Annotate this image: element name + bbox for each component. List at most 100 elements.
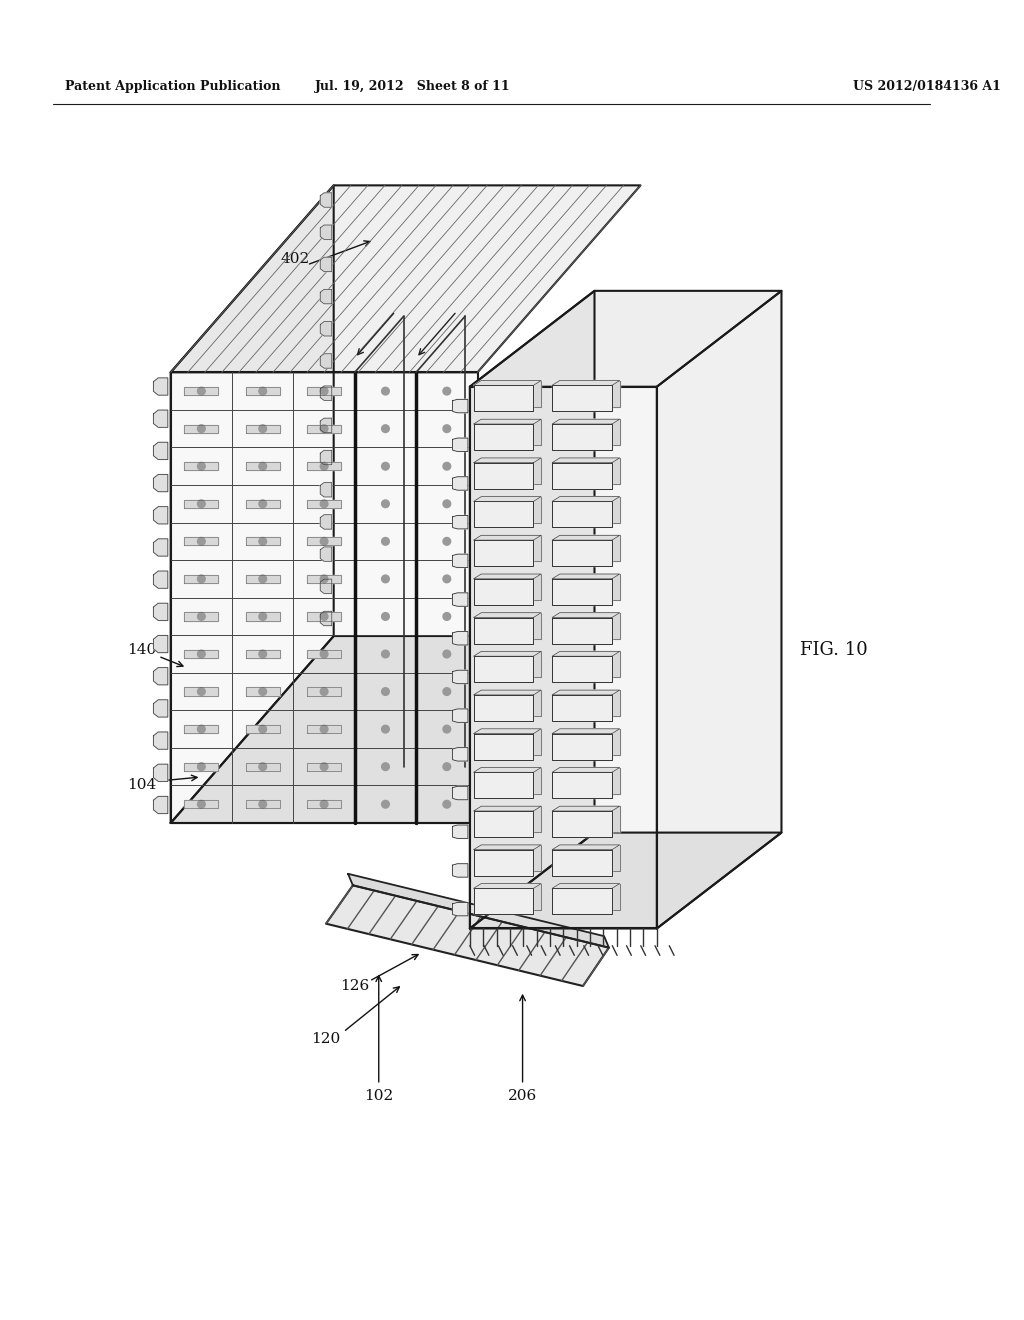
Polygon shape [184, 800, 218, 808]
Circle shape [259, 500, 266, 508]
Circle shape [382, 725, 389, 733]
Circle shape [259, 725, 266, 733]
Polygon shape [184, 574, 218, 583]
Polygon shape [552, 651, 620, 656]
Polygon shape [307, 800, 341, 808]
Text: 156: 156 [527, 399, 556, 413]
Polygon shape [481, 380, 541, 407]
Polygon shape [481, 729, 541, 755]
Polygon shape [321, 385, 332, 400]
Polygon shape [246, 612, 280, 620]
Polygon shape [481, 767, 541, 793]
Circle shape [443, 612, 451, 620]
Polygon shape [552, 656, 612, 682]
Polygon shape [453, 515, 468, 529]
Polygon shape [481, 420, 541, 445]
Polygon shape [473, 888, 534, 915]
Polygon shape [552, 850, 612, 875]
Circle shape [321, 688, 328, 696]
Polygon shape [453, 709, 468, 722]
Circle shape [259, 763, 266, 771]
Polygon shape [321, 289, 332, 304]
Polygon shape [453, 747, 468, 762]
Circle shape [443, 462, 451, 470]
Polygon shape [552, 574, 620, 578]
Polygon shape [453, 903, 468, 916]
Circle shape [321, 462, 328, 470]
Circle shape [321, 612, 328, 620]
Polygon shape [560, 690, 620, 717]
Polygon shape [184, 387, 218, 395]
Polygon shape [184, 725, 218, 733]
Polygon shape [552, 496, 620, 502]
Circle shape [259, 537, 266, 545]
Text: 120: 120 [311, 1032, 341, 1045]
Circle shape [198, 425, 205, 433]
Text: 402: 402 [281, 252, 310, 267]
Circle shape [443, 763, 451, 771]
Polygon shape [473, 734, 534, 759]
Polygon shape [453, 825, 468, 838]
Polygon shape [453, 863, 468, 878]
Polygon shape [171, 185, 641, 372]
Circle shape [443, 651, 451, 657]
Polygon shape [307, 425, 341, 433]
Circle shape [443, 537, 451, 545]
Circle shape [321, 725, 328, 733]
Polygon shape [453, 438, 468, 451]
Polygon shape [560, 729, 620, 755]
Polygon shape [321, 354, 332, 368]
Polygon shape [171, 185, 334, 822]
Polygon shape [321, 322, 332, 337]
Circle shape [259, 651, 266, 657]
Circle shape [382, 763, 389, 771]
Polygon shape [453, 554, 468, 568]
Polygon shape [473, 536, 541, 540]
Polygon shape [552, 690, 620, 694]
Polygon shape [470, 290, 781, 387]
Circle shape [443, 576, 451, 582]
Polygon shape [171, 636, 641, 822]
Polygon shape [307, 763, 341, 771]
Polygon shape [560, 807, 620, 832]
Polygon shape [473, 651, 541, 656]
Polygon shape [246, 763, 280, 771]
Polygon shape [307, 688, 341, 696]
Polygon shape [321, 483, 332, 496]
Polygon shape [470, 290, 595, 928]
Polygon shape [473, 578, 534, 605]
Polygon shape [184, 688, 218, 696]
Polygon shape [321, 224, 332, 239]
Polygon shape [154, 507, 168, 524]
Polygon shape [560, 612, 620, 639]
Text: 202: 202 [695, 480, 724, 495]
Polygon shape [560, 845, 620, 871]
Polygon shape [560, 496, 620, 523]
Polygon shape [473, 574, 541, 578]
Circle shape [321, 500, 328, 508]
Circle shape [382, 425, 389, 433]
Polygon shape [560, 883, 620, 909]
Polygon shape [307, 462, 341, 470]
Polygon shape [560, 767, 620, 793]
Circle shape [321, 537, 328, 545]
Polygon shape [473, 496, 541, 502]
Polygon shape [552, 618, 612, 644]
Polygon shape [481, 458, 541, 484]
Polygon shape [154, 733, 168, 750]
Text: 104: 104 [127, 777, 157, 792]
Text: 140: 140 [127, 643, 157, 657]
Polygon shape [481, 883, 541, 909]
Polygon shape [473, 424, 534, 450]
Circle shape [382, 462, 389, 470]
Polygon shape [473, 380, 541, 385]
Circle shape [259, 800, 266, 808]
Circle shape [382, 500, 389, 508]
Polygon shape [473, 463, 534, 488]
Polygon shape [552, 729, 620, 734]
Polygon shape [307, 387, 341, 395]
Text: Jul. 19, 2012   Sheet 8 of 11: Jul. 19, 2012 Sheet 8 of 11 [314, 81, 510, 94]
Polygon shape [326, 886, 609, 986]
Circle shape [321, 763, 328, 771]
Circle shape [198, 462, 205, 470]
